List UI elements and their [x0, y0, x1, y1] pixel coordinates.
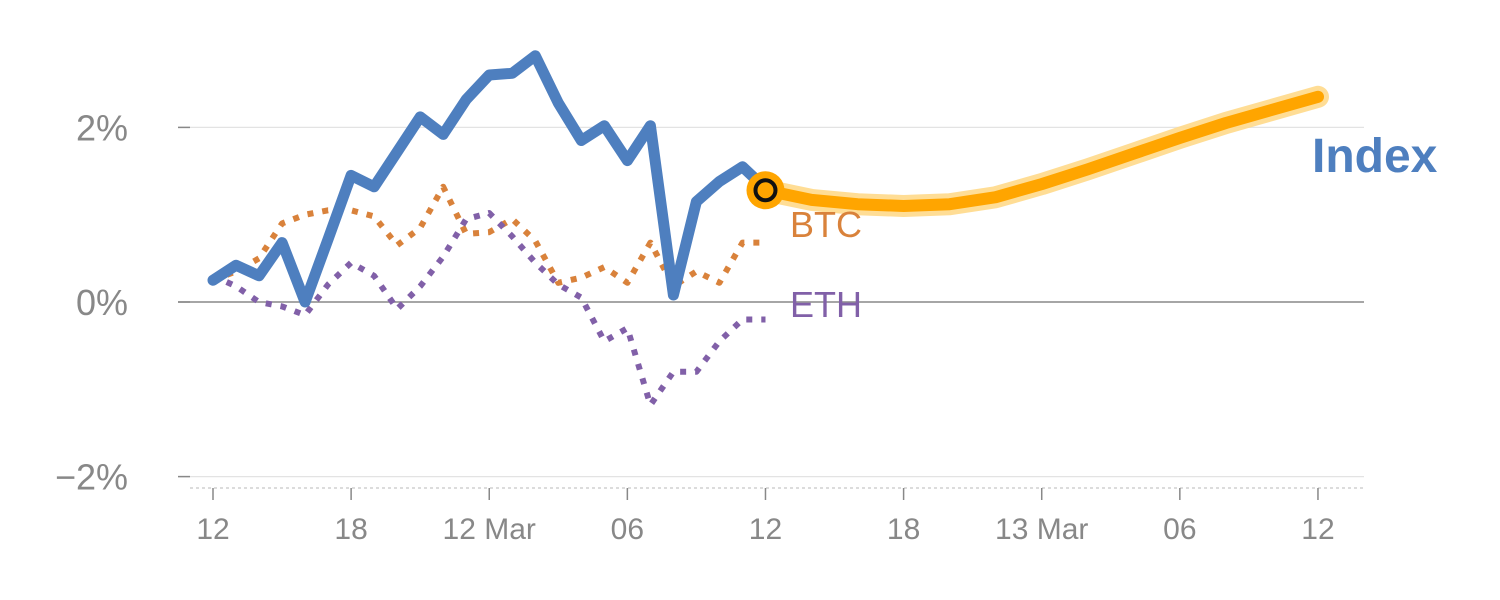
series-layer	[207, 50, 1329, 408]
axis-layer: 2% 0% −2% 12 18 12 Mar 06 12 18 13 Mar 06 12	[55, 107, 1364, 546]
x-tick-label: 12 Mar	[443, 513, 536, 546]
x-tick-label: 06	[611, 513, 644, 546]
x-tick-label: 06	[1163, 513, 1196, 546]
y-tick-label: 2%	[76, 107, 128, 148]
forecast-line	[759, 90, 1324, 212]
btc-series-label: BTC	[790, 204, 862, 245]
y-tick-label: 0%	[76, 282, 128, 323]
eth-series-line	[211, 210, 766, 408]
highlight-point	[753, 178, 778, 203]
x-tick-label: 13 Mar	[995, 513, 1088, 546]
x-tick-label: 12	[749, 513, 782, 546]
x-tick-label: 12	[1301, 513, 1334, 546]
btc-series-line	[211, 183, 766, 290]
eth-series-label: ETH	[790, 284, 862, 325]
x-tick-label: 12	[196, 513, 229, 546]
index-series-label: Index	[1312, 130, 1438, 183]
label-layer: Index BTC ETH	[790, 130, 1438, 325]
y-tick-label: −2%	[55, 457, 128, 498]
grid-layer	[178, 126, 1364, 478]
x-tick-label: 18	[334, 513, 367, 546]
index-series-line	[207, 50, 771, 308]
x-tick-label: 18	[887, 513, 920, 546]
